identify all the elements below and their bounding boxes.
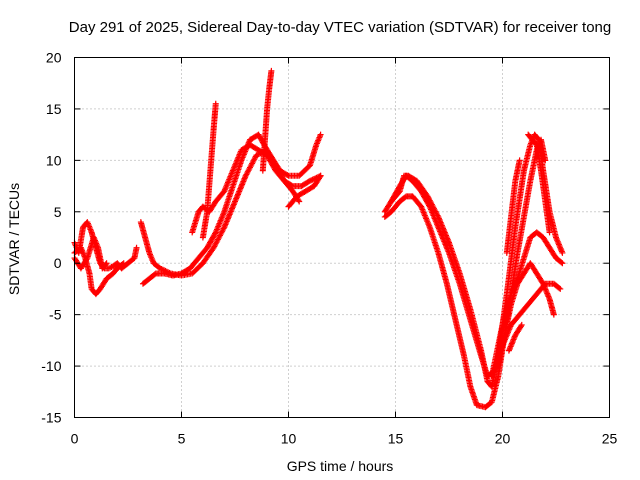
data-point (212, 230, 219, 237)
data-point (310, 176, 317, 182)
x-tick-label: 5 (178, 431, 186, 447)
x-tick-label: 20 (495, 431, 511, 447)
track-12 (495, 260, 557, 370)
data-point (133, 244, 140, 251)
track-9 (381, 136, 549, 411)
data-point (550, 311, 557, 318)
y-tick-label: 0 (54, 255, 62, 271)
y-tick-label: -10 (41, 358, 61, 374)
data-point (539, 279, 546, 286)
chart-title: Day 291 of 2025, Sidereal Day-to-day VTE… (69, 19, 611, 36)
track-7 (259, 67, 275, 174)
data-point (306, 177, 313, 184)
data-point (316, 174, 323, 181)
x-tick-label: 25 (602, 431, 618, 447)
track-0 (71, 219, 140, 272)
data-point (317, 172, 324, 179)
data-point (253, 152, 260, 159)
track-6 (199, 100, 219, 241)
data-point (517, 323, 524, 330)
y-tick-label: 10 (46, 152, 62, 168)
data-point (296, 198, 303, 205)
data-point (546, 229, 553, 236)
data-point (157, 265, 164, 272)
x-tick-label: 15 (388, 431, 404, 447)
data-point (542, 157, 549, 164)
plot-frame (74, 57, 610, 418)
series-0 (71, 67, 566, 411)
y-axis-label: SDTVAR / TECUs (6, 183, 22, 295)
track-16 (285, 172, 324, 210)
track-15 (525, 131, 553, 236)
data-point (83, 256, 90, 263)
data-point (558, 259, 565, 266)
x-tick-label: 0 (71, 431, 79, 447)
y-tick-label: -5 (49, 307, 62, 323)
track-3 (137, 131, 324, 279)
data-point (254, 151, 261, 158)
data-point (284, 172, 291, 179)
track-14 (505, 321, 525, 354)
data-point (103, 260, 110, 267)
data-point (268, 67, 275, 74)
y-tick-label: 15 (46, 101, 62, 117)
y-tick-label: 5 (54, 204, 62, 220)
y-tick-label: 20 (46, 50, 62, 66)
data-point (220, 225, 227, 232)
data-point (212, 100, 219, 107)
data-point (556, 285, 563, 292)
data-point (317, 131, 324, 138)
track-1 (71, 244, 127, 298)
data-series (71, 67, 566, 411)
data-point (308, 177, 315, 184)
x-tick-label: 10 (281, 431, 297, 447)
x-axis-label: GPS time / hours (287, 458, 394, 474)
data-point (518, 321, 525, 328)
data-point (559, 249, 566, 256)
data-point (309, 176, 316, 183)
track-13 (503, 157, 523, 256)
data-point (559, 260, 566, 267)
grid (74, 57, 610, 418)
data-point (516, 157, 523, 164)
axis-ticks: 0 5 10 15 20 25 -15 -10 -5 0 5 10 15 20 (41, 50, 617, 447)
data-point (120, 260, 127, 267)
data-point (102, 261, 109, 268)
data-point (557, 285, 564, 292)
data-point (119, 261, 126, 268)
data-point (426, 202, 433, 209)
y-tick-label: -15 (41, 410, 61, 426)
